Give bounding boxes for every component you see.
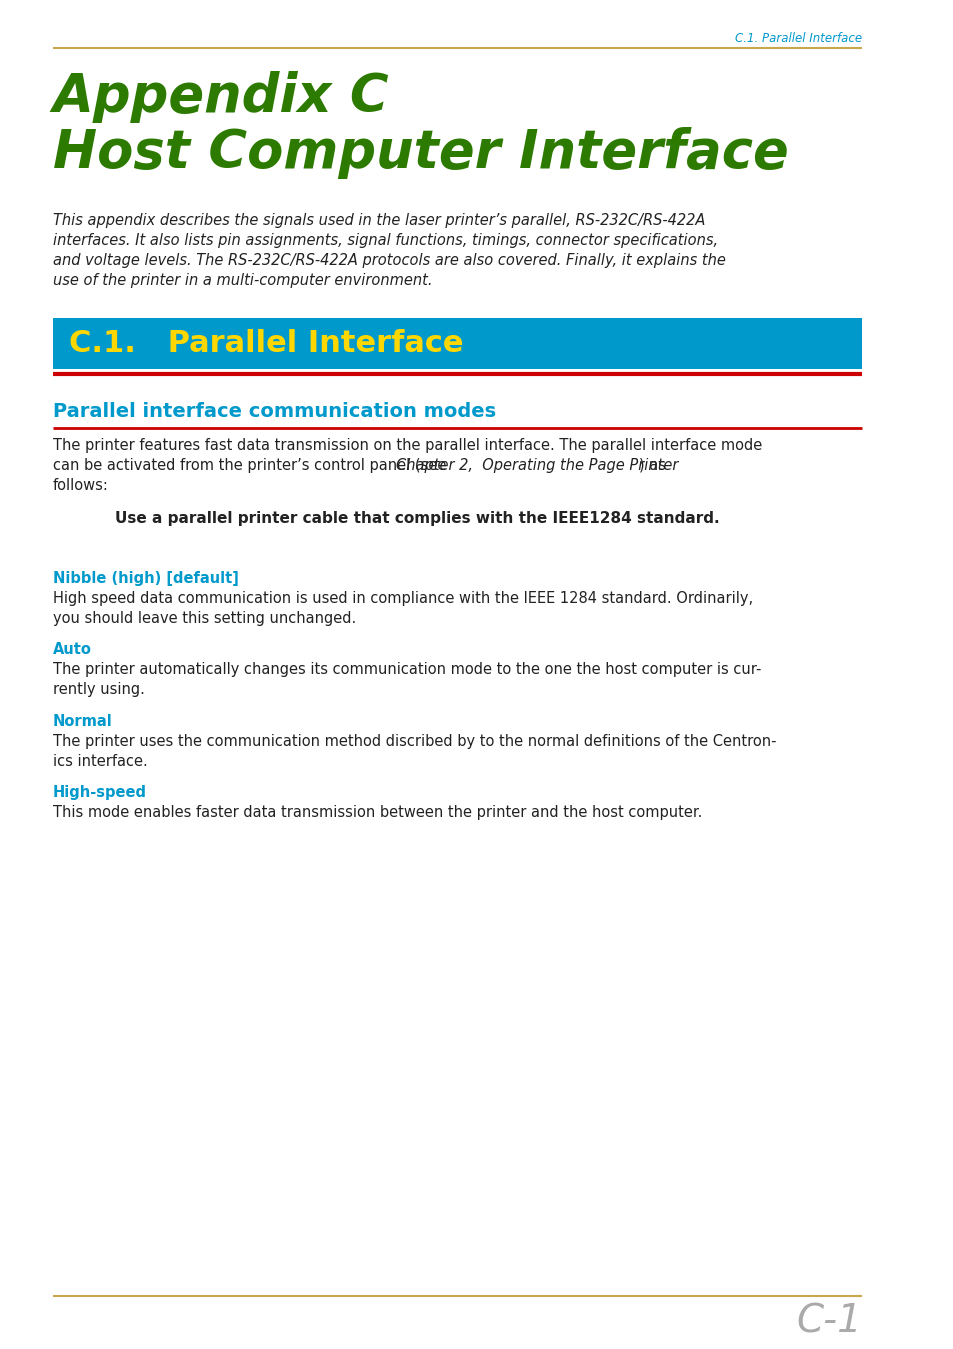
Text: This appendix describes the signals used in the laser printer’s parallel, RS-232: This appendix describes the signals used… [52, 213, 704, 228]
Text: and voltage levels. The RS-232C/RS-422A protocols are also covered. Finally, it : and voltage levels. The RS-232C/RS-422A … [52, 254, 725, 268]
Text: rently using.: rently using. [52, 683, 145, 697]
Text: C.1.   Parallel Interface: C.1. Parallel Interface [69, 329, 463, 357]
Text: you should leave this setting unchanged.: you should leave this setting unchanged. [52, 611, 355, 626]
Text: ics interface.: ics interface. [52, 754, 148, 769]
Text: The printer automatically changes its communication mode to the one the host com: The printer automatically changes its co… [52, 662, 760, 677]
Text: Normal: Normal [52, 714, 112, 728]
Text: High speed data communication is used in compliance with the IEEE 1284 standard.: High speed data communication is used in… [52, 591, 752, 606]
FancyBboxPatch shape [52, 318, 862, 370]
Text: Auto: Auto [52, 642, 91, 657]
Text: Chapter 2,  Operating the Page Printer: Chapter 2, Operating the Page Printer [395, 457, 678, 472]
Text: use of the printer in a multi-computer environment.: use of the printer in a multi-computer e… [52, 272, 432, 289]
Text: ) as: ) as [639, 457, 665, 472]
Text: Parallel interface communication modes: Parallel interface communication modes [52, 402, 496, 421]
Text: C.1. Parallel Interface: C.1. Parallel Interface [735, 32, 862, 45]
Text: Host Computer Interface: Host Computer Interface [52, 127, 788, 179]
Text: Appendix C: Appendix C [52, 71, 389, 124]
Text: interfaces. It also lists pin assignments, signal functions, timings, connector : interfaces. It also lists pin assignment… [52, 233, 717, 248]
Text: Nibble (high) [default]: Nibble (high) [default] [52, 571, 238, 585]
Text: High-speed: High-speed [52, 785, 147, 800]
Text: This mode enables faster data transmission between the printer and the host comp: This mode enables faster data transmissi… [52, 805, 701, 820]
Text: can be activated from the printer’s control panel (see: can be activated from the printer’s cont… [52, 457, 450, 472]
Text: C-1: C-1 [796, 1303, 862, 1341]
Text: Use a parallel printer cable that complies with the IEEE1284 standard.: Use a parallel printer cable that compli… [115, 511, 719, 526]
Text: follows:: follows: [52, 478, 109, 492]
Text: The printer features fast data transmission on the parallel interface. The paral: The printer features fast data transmiss… [52, 438, 761, 453]
Text: The printer uses the communication method discribed by to the normal definitions: The printer uses the communication metho… [52, 734, 776, 749]
